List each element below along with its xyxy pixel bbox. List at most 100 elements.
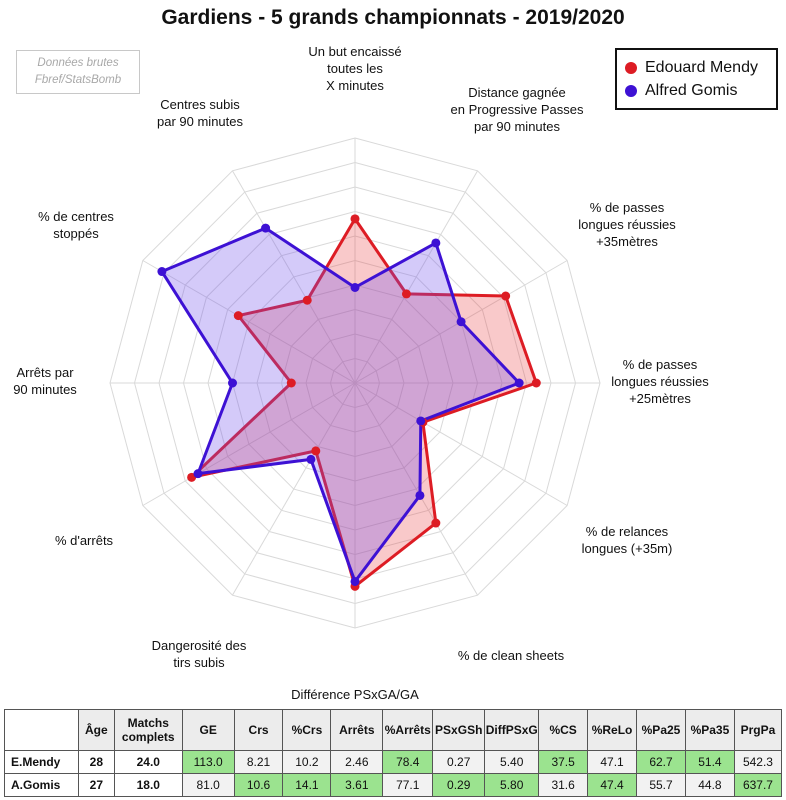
table-header: Arrêts xyxy=(330,709,384,751)
chart-title: Gardiens - 5 grands championnats - 2019/… xyxy=(161,6,625,29)
axis-label-line: +25mètres xyxy=(629,391,691,406)
table-cell: 44.8 xyxy=(684,773,735,797)
table-cell: 55.7 xyxy=(636,773,686,797)
radar-chart xyxy=(109,137,601,629)
table-header-row: Âge Matchs complets GE Crs %Crs Arrêts %… xyxy=(4,709,783,751)
axis-label: % de passes longues réussies +35mètres xyxy=(527,199,727,250)
data-point-mendy xyxy=(302,295,312,305)
axis-label-line: 90 minutes xyxy=(13,382,77,397)
series-area-gomis xyxy=(160,226,521,583)
axis-label-line: % de centres xyxy=(38,209,114,224)
table-header: %Pa35 xyxy=(684,709,735,751)
table-cell: A.Gomis xyxy=(4,773,79,797)
table-header: %Pa25 xyxy=(636,709,686,751)
axis-label-line: Distance gagnée xyxy=(468,85,566,100)
table-cell: 2.46 xyxy=(330,750,384,774)
table-row: E.Mendy 28 24.0 113.0 8.21 10.2 2.46 78.4 0.27 5.… xyxy=(4,750,783,774)
data-point-gomis xyxy=(157,267,167,277)
table-header: %Arrêts xyxy=(382,709,434,751)
data-point-mendy xyxy=(350,214,360,224)
axis-label: Distance gagnée en Progressive Passes par … xyxy=(417,84,617,135)
axis-label-line: X minutes xyxy=(326,78,384,93)
table-cell: 37.5 xyxy=(538,750,589,774)
grid-spoke xyxy=(354,170,478,384)
data-point-gomis xyxy=(350,576,360,586)
table-cell: 8.21 xyxy=(233,750,284,774)
table-cell: 637.7 xyxy=(733,773,783,797)
table-cell: 10.6 xyxy=(233,773,284,797)
source-line-2: Fbref/StatsBomb xyxy=(34,74,122,86)
data-point-mendy xyxy=(531,378,541,388)
axis-label-line: longues réussies xyxy=(611,374,709,389)
table-header: PSxGSh xyxy=(432,709,486,751)
data-point-mendy xyxy=(233,311,243,321)
table-cell: 78.4 xyxy=(382,750,434,774)
stats-table: Âge Matchs complets GE Crs %Crs Arrêts %… xyxy=(4,709,783,797)
axis-label-line: longues réussies xyxy=(578,217,676,232)
legend-marker-gomis xyxy=(625,84,637,97)
table-header xyxy=(4,709,79,751)
axis-label-line: Centres subis xyxy=(160,97,240,112)
axis-label-line: par 90 minutes xyxy=(474,119,560,134)
data-point-gomis xyxy=(431,238,441,248)
grid-spoke xyxy=(142,260,356,384)
table-cell: 0.27 xyxy=(432,750,486,774)
source-note: Données brutes Fbref/StatsBomb xyxy=(16,50,140,94)
axis-label: % de clean sheets xyxy=(411,647,611,664)
data-point-mendy xyxy=(501,291,511,301)
data-point-mendy xyxy=(311,446,321,456)
axis-label: % de passes longues réussies +25mètres xyxy=(560,356,760,407)
table-cell: 47.4 xyxy=(587,773,638,797)
table-cell: 62.7 xyxy=(636,750,686,774)
axis-label-line: en Progressive Passes xyxy=(450,102,584,117)
axis-label: % de centres stoppés xyxy=(0,208,176,242)
table-cell: 5.80 xyxy=(484,773,540,797)
table-row: A.Gomis 27 18.0 81.0 10.6 14.1 3.61 77.1 0.29 5.8… xyxy=(4,773,783,797)
axis-label-line: stoppés xyxy=(53,226,99,241)
axis-label-line: % de passes xyxy=(622,357,698,372)
axis-label-line: tirs subis xyxy=(173,655,225,670)
legend-label-gomis: Alfred Gomis xyxy=(645,81,738,99)
axis-label-line: Dangerosité des xyxy=(151,638,247,653)
table-cell: 24.0 xyxy=(113,750,183,774)
axis-label-line: % de clean sheets xyxy=(457,648,565,663)
table-cell: 28 xyxy=(77,750,115,774)
legend-item-mendy: Edouard Mendy xyxy=(625,56,768,79)
table-cell: 14.1 xyxy=(282,773,332,797)
axis-label-line: toutes les xyxy=(327,61,383,76)
legend: Edouard Mendy Alfred Gomis xyxy=(615,48,778,110)
table-header: Crs xyxy=(233,709,284,751)
axis-label-line: Arrêts par xyxy=(16,365,74,380)
table-cell: 5.40 xyxy=(484,750,540,774)
axis-label-line: % de relances xyxy=(585,524,669,539)
axis-label-line: par 90 minutes xyxy=(157,114,243,129)
axis-label-line: % de passes xyxy=(589,200,665,215)
legend-marker-mendy xyxy=(625,61,637,74)
table-header: PrgPa xyxy=(733,709,783,751)
data-point-mendy xyxy=(286,378,296,388)
table-header: Matchs complets xyxy=(113,709,183,751)
table-header: DiffPSxG xyxy=(484,709,540,751)
table-header: %Crs xyxy=(282,709,332,751)
axis-label-line: % d'arrêts xyxy=(54,533,114,548)
axis-label-line: +35mètres xyxy=(596,234,658,249)
table-header: %CS xyxy=(538,709,589,751)
source-line-1: Données brutes xyxy=(37,57,119,69)
table-cell: 47.1 xyxy=(587,750,638,774)
data-point-gomis xyxy=(306,454,316,464)
data-point-mendy xyxy=(401,289,411,299)
axis-label: Différence PSxGA/GA xyxy=(255,686,455,703)
data-point-gomis xyxy=(228,378,237,388)
axis-label-line: Différence PSxGA/GA xyxy=(291,687,419,702)
axis-label: % de relances longues (+35m) xyxy=(527,523,727,557)
table-cell: 18.0 xyxy=(113,773,183,797)
table-cell: 10.2 xyxy=(282,750,332,774)
table-header: Âge xyxy=(77,709,115,751)
axis-label-line: longues (+35m) xyxy=(581,541,673,556)
data-point-gomis xyxy=(514,378,524,388)
data-point-gomis xyxy=(261,223,271,233)
table-header: GE xyxy=(181,709,235,751)
grid-spoke xyxy=(232,170,356,384)
data-point-gomis xyxy=(456,317,466,327)
table-cell: 31.6 xyxy=(538,773,589,797)
